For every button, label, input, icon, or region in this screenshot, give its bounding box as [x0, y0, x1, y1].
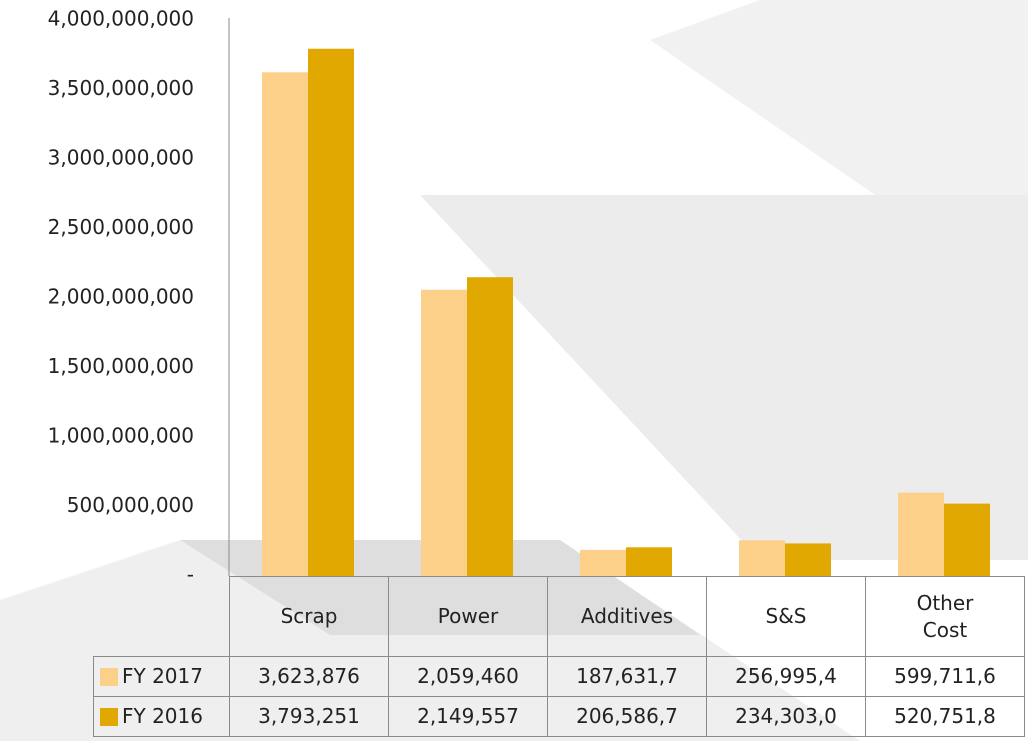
bar — [739, 540, 785, 576]
y-tick-label: 3,000,000,000 — [48, 146, 194, 170]
table-value-cell: 3,793,251 — [229, 696, 389, 737]
legend-cell: FY 2017 — [93, 656, 230, 697]
table-header-cell: Scrap — [229, 576, 389, 657]
y-tick-label: 2,500,000,000 — [48, 215, 194, 239]
table-value-cell: 520,751,8 — [865, 696, 1025, 737]
y-tick-label: 1,000,000,000 — [48, 424, 194, 448]
legend-swatch — [100, 667, 118, 686]
table-value-cell: 234,303,0 — [706, 696, 866, 737]
table-header-cell: Additives — [547, 576, 707, 657]
bar — [785, 543, 831, 576]
y-tick-label: 2,000,000,000 — [48, 285, 194, 309]
legend-cell: FY 2016 — [93, 696, 230, 737]
table-value-cell: 2,059,460 — [388, 656, 548, 697]
legend-swatch — [100, 707, 118, 726]
bar — [308, 48, 354, 577]
y-tick-label: 500,000,000 — [67, 493, 194, 517]
table-header-cell: S&S — [706, 576, 866, 657]
y-tick-label: 4,000,000,000 — [48, 7, 194, 31]
bar — [626, 547, 672, 576]
legend-label: FY 2017 — [122, 664, 203, 688]
table-value-cell: 3,623,876 — [229, 656, 389, 697]
bar — [898, 492, 944, 576]
table-header-cell: Power — [388, 576, 548, 657]
table-value-cell: 206,586,7 — [547, 696, 707, 737]
bar — [944, 503, 990, 576]
table-value-cell: 599,711,6 — [865, 656, 1025, 697]
y-tick-label: - — [187, 563, 194, 587]
legend-label: FY 2016 — [122, 704, 203, 728]
bar — [262, 72, 308, 576]
bar — [467, 277, 513, 576]
table-value-cell: 2,149,557 — [388, 696, 548, 737]
bg-shape — [0, 540, 860, 741]
table-header-cell: Other Cost — [865, 576, 1025, 657]
bar — [580, 549, 626, 576]
bg-shape — [420, 195, 1028, 560]
y-tick-label: 3,500,000,000 — [48, 76, 194, 100]
y-tick-label: 1,500,000,000 — [48, 354, 194, 378]
bar — [421, 289, 467, 576]
table-value-cell: 256,995,4 — [706, 656, 866, 697]
table-value-cell: 187,631,7 — [547, 656, 707, 697]
